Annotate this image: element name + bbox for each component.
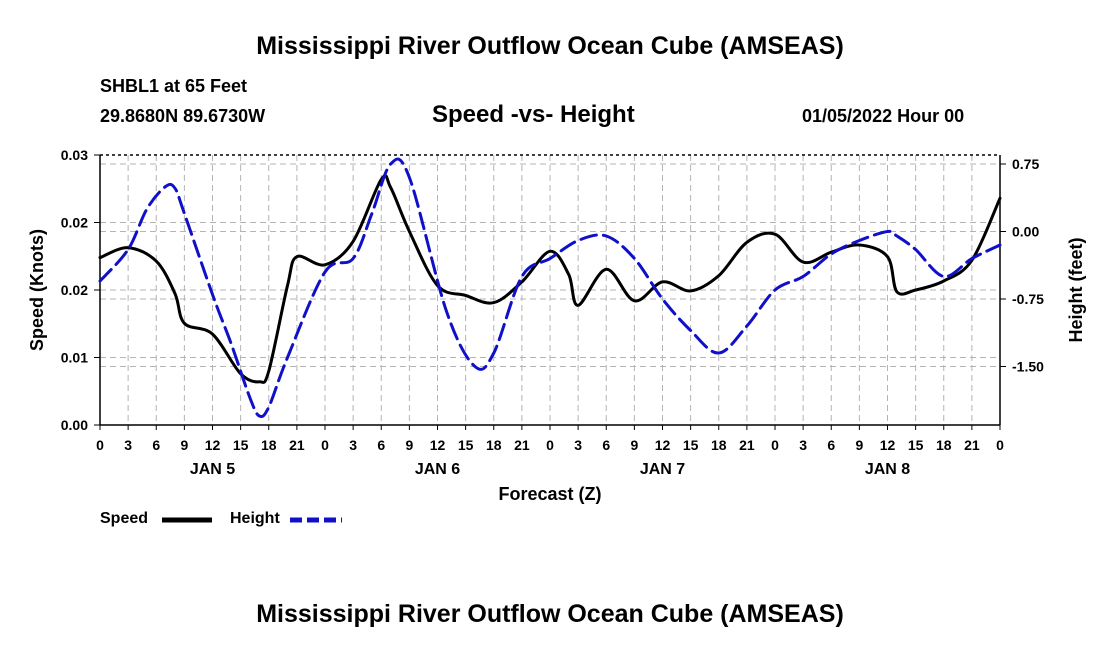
x-tick-label: 15 xyxy=(683,437,699,453)
x-tick-label: 9 xyxy=(855,437,863,453)
x-tick-label: 12 xyxy=(205,437,221,453)
x-tick-label: 3 xyxy=(124,437,132,453)
x-tick-label: 18 xyxy=(486,437,502,453)
x-tick-label: 0 xyxy=(771,437,779,453)
x-tick-label: 12 xyxy=(655,437,671,453)
x-tick-label: 0 xyxy=(96,437,104,453)
date-label: 01/05/2022 Hour 00 xyxy=(802,106,965,126)
legend-height-swatch xyxy=(290,517,342,523)
x-tick-label: 6 xyxy=(827,437,835,453)
page-title-top: Mississippi River Outflow Ocean Cube (AM… xyxy=(256,32,844,60)
x-tick-label: 15 xyxy=(908,437,924,453)
left-tick-label: 0.03 xyxy=(61,147,88,163)
station-label: SHBL1 at 65 Feet xyxy=(100,76,248,96)
x-tick-label: 9 xyxy=(405,437,413,453)
x-tick-label: 9 xyxy=(180,437,188,453)
x-tick-label: 18 xyxy=(261,437,277,453)
x-tick-label: 12 xyxy=(880,437,896,453)
x-tick-label: 18 xyxy=(936,437,952,453)
right-tick-label: -1.50 xyxy=(1012,359,1044,375)
x-tick-label: 21 xyxy=(514,437,530,453)
coordinates-label: 29.8680N 89.6730W xyxy=(100,106,266,126)
left-tick-label: 0.02 xyxy=(61,282,88,298)
x-tick-label: 6 xyxy=(377,437,385,453)
legend-height-label: Height xyxy=(230,510,280,527)
x-tick-label: 15 xyxy=(233,437,249,453)
x-tick-label: 9 xyxy=(630,437,638,453)
height-series-line xyxy=(98,157,1002,419)
x-tick-label: 6 xyxy=(152,437,160,453)
right-axis-title: Height (feet) xyxy=(1066,238,1086,343)
x-tick-label: 18 xyxy=(711,437,727,453)
x-tick-label: 6 xyxy=(602,437,610,453)
x-day-label: JAN 8 xyxy=(865,461,910,478)
x-day-label: JAN 7 xyxy=(640,461,685,478)
speed-height-chart: 0 3 6 9 12 15 18 21 0 3 6 9 12 15 18 21 0 3 6 9 12 15 18 21 0 3 6 9… xyxy=(27,147,1086,504)
speed-series-line xyxy=(98,174,1002,384)
right-tick-label: 0.75 xyxy=(1012,156,1039,172)
x-tick-label: 21 xyxy=(289,437,305,453)
x-tick-label: 3 xyxy=(574,437,582,453)
left-axis-title: Speed (Knots) xyxy=(27,229,47,351)
x-tick-label: 15 xyxy=(458,437,474,453)
x-day-label: JAN 6 xyxy=(415,461,460,478)
left-tick-label: 0.00 xyxy=(61,417,88,433)
x-tick-label: 0 xyxy=(996,437,1004,453)
x-tick-label: 21 xyxy=(964,437,980,453)
legend-speed-label: Speed xyxy=(100,510,149,527)
x-tick-label: 0 xyxy=(321,437,329,453)
legend-speed-swatch xyxy=(162,517,212,523)
x-tick-label: 12 xyxy=(430,437,446,453)
left-tick-label: 0.02 xyxy=(61,215,88,231)
x-tick-label: 0 xyxy=(546,437,554,453)
left-tick-label: 0.01 xyxy=(61,350,88,366)
x-day-label: JAN 5 xyxy=(190,461,235,478)
chart-title: Speed -vs- Height xyxy=(432,101,635,128)
page-title-bottom: Mississippi River Outflow Ocean Cube (AM… xyxy=(256,600,844,628)
x-tick-label: 21 xyxy=(739,437,755,453)
x-tick-label: 3 xyxy=(349,437,357,453)
x-axis-title: Forecast (Z) xyxy=(498,484,601,504)
x-tick-label: 3 xyxy=(799,437,807,453)
right-tick-label: -0.75 xyxy=(1012,291,1044,307)
right-tick-label: 0.00 xyxy=(1012,224,1039,240)
